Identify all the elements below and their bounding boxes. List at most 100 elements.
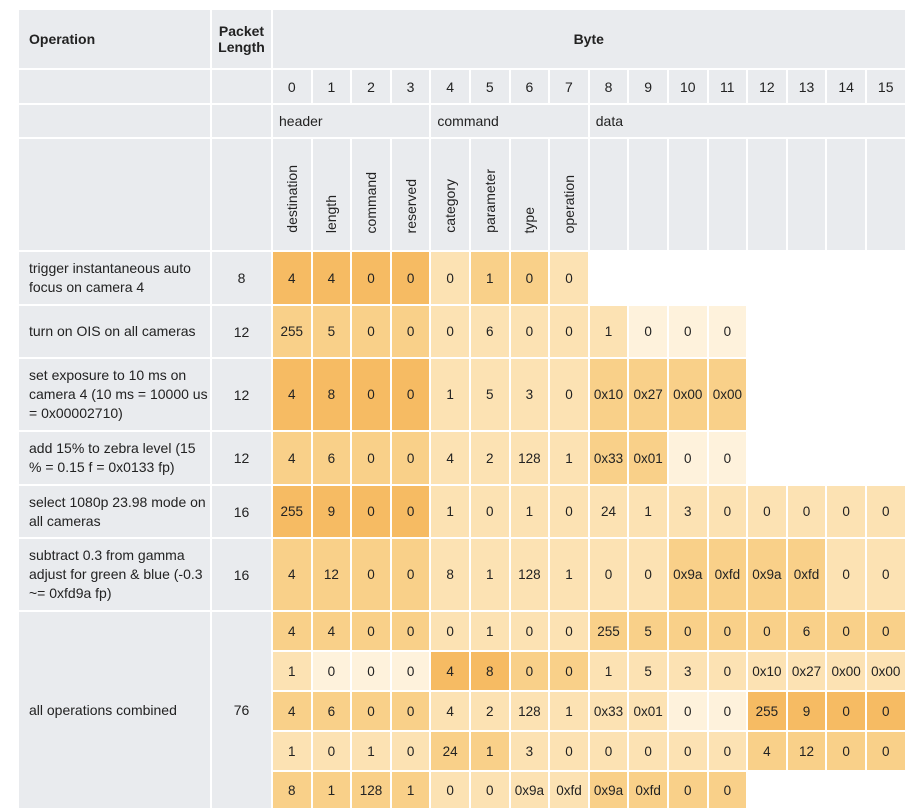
byte-cell: 0x9a (587, 770, 630, 810)
byte-cell: 0 (666, 610, 709, 652)
byte-cell: 0 (350, 690, 392, 732)
byte-cell: 0 (508, 250, 551, 306)
field-label-cell (746, 137, 788, 252)
byte-cell: 0 (468, 484, 511, 539)
byte-cell: 12 (310, 537, 353, 612)
byte-cell: 0 (548, 357, 590, 432)
byte-cell: 24 (587, 484, 630, 539)
field-label-cell: length (310, 137, 353, 252)
byte-cell: 0 (706, 610, 749, 652)
byte-cell (864, 250, 907, 306)
byte-cell: 4 (429, 650, 471, 692)
byte-cell (785, 770, 828, 810)
group-label: data (587, 103, 907, 139)
byte-cell: 5 (468, 357, 511, 432)
byte-cell: 0xfd (785, 537, 828, 612)
field-label-cell (627, 137, 669, 252)
operation-cell: turn on OIS on all cameras (17, 304, 212, 359)
byte-cell: 255 (271, 484, 313, 539)
byte-cell: 0x00 (864, 650, 907, 692)
byte-cell: 1 (468, 250, 511, 306)
byte-cell (627, 250, 669, 306)
field-label: reserved (402, 178, 419, 233)
byte-cell: 0 (666, 690, 709, 732)
byte-cell: 0 (350, 304, 392, 359)
byte-cell (785, 250, 828, 306)
field-label-cell: command (350, 137, 392, 252)
byte-cell: 8 (429, 537, 471, 612)
byte-cell (825, 770, 867, 810)
byte-cell: 0x27 (627, 357, 669, 432)
field-label: operation (560, 174, 577, 233)
byte-cell: 0 (389, 730, 432, 772)
byte-cell: 8 (310, 357, 353, 432)
packet-table: Operation Packet Length Byte 0 1 2 3 4 5 6 7 8 9 10 11… (17, 8, 907, 810)
byte-cell: 0 (389, 484, 432, 539)
field-label-cell (587, 137, 630, 252)
byte-cell: 0 (706, 484, 749, 539)
byte-cell: 0 (350, 357, 392, 432)
byte-cell: 255 (271, 304, 313, 359)
operation-cell: subtract 0.3 from gamma adjust for green… (17, 537, 212, 612)
byte-cell (785, 304, 828, 359)
byte-cell: 0 (508, 610, 551, 652)
field-label: category (442, 179, 459, 233)
byte-cell: 0x9a (666, 537, 709, 612)
byte-cell: 1 (548, 690, 590, 732)
byte-cell: 1 (627, 484, 669, 539)
byte-cell: 128 (508, 690, 551, 732)
byte-cell: 5 (627, 610, 669, 652)
packet-length-cell: 16 (210, 484, 273, 539)
field-label: destination (283, 165, 300, 233)
byte-cell: 0 (389, 357, 432, 432)
byte-cell: 0 (350, 430, 392, 486)
field-label-cell (864, 137, 907, 252)
group-label: header (270, 103, 432, 139)
byte-cell: 0x00 (666, 357, 709, 432)
byte-cell: 4 (271, 537, 313, 612)
byte-index: 13 (785, 68, 828, 105)
field-label-cell: operation (548, 137, 590, 252)
group-row: header command data (17, 103, 907, 139)
byte-cell: 0 (627, 304, 669, 359)
byte-cell: 6 (785, 610, 828, 652)
byte-cell: 1 (468, 610, 511, 652)
byte-cell: 0xfd (548, 770, 590, 810)
field-label-cell (825, 137, 867, 252)
byte-index: 4 (429, 68, 471, 105)
field-label-cell (706, 137, 749, 252)
byte-cell (746, 357, 788, 432)
byte-cell: 0 (389, 430, 432, 486)
byte-cell: 0x33 (587, 690, 630, 732)
byte-cell (746, 250, 788, 306)
byte-cell (785, 430, 828, 486)
byte-cell: 0 (666, 304, 709, 359)
byte-cell: 0 (508, 650, 551, 692)
byte-cell: 0x01 (627, 690, 669, 732)
field-label-row: destination length command reserved category… (17, 137, 907, 252)
packet-length-cell: 16 (210, 537, 273, 612)
byte-cell: 9 (310, 484, 353, 539)
byte-cell: 0 (864, 690, 907, 732)
byte-cell: 0 (706, 770, 749, 810)
field-label-cell: destination (271, 137, 313, 252)
byte-cell: 0x9a (746, 537, 788, 612)
byte-cell: 4 (310, 250, 353, 306)
byte-cell: 1 (468, 730, 511, 772)
byte-cell: 0 (706, 304, 749, 359)
packet-length-cell: 8 (210, 250, 273, 306)
byte-cell: 128 (508, 537, 551, 612)
byte-cell: 0 (548, 650, 590, 692)
byte-cell: 0 (706, 430, 749, 486)
byte-cell: 0 (746, 484, 788, 539)
field-label: length (323, 194, 340, 233)
byte-cell: 1 (350, 730, 392, 772)
table-row: set exposure to 10 ms on camera 4 (10 ms… (17, 357, 907, 432)
blank-cell (17, 137, 212, 252)
byte-cell: 0 (825, 484, 867, 539)
field-label-cell: parameter (468, 137, 511, 252)
byte-cell (825, 250, 867, 306)
table-row: all operations combined 76 4 4 0 0 0 1 0 0 255 5 0 0 0… (17, 610, 907, 810)
byte-cell: 4 (271, 690, 313, 732)
byte-cell (864, 770, 907, 810)
